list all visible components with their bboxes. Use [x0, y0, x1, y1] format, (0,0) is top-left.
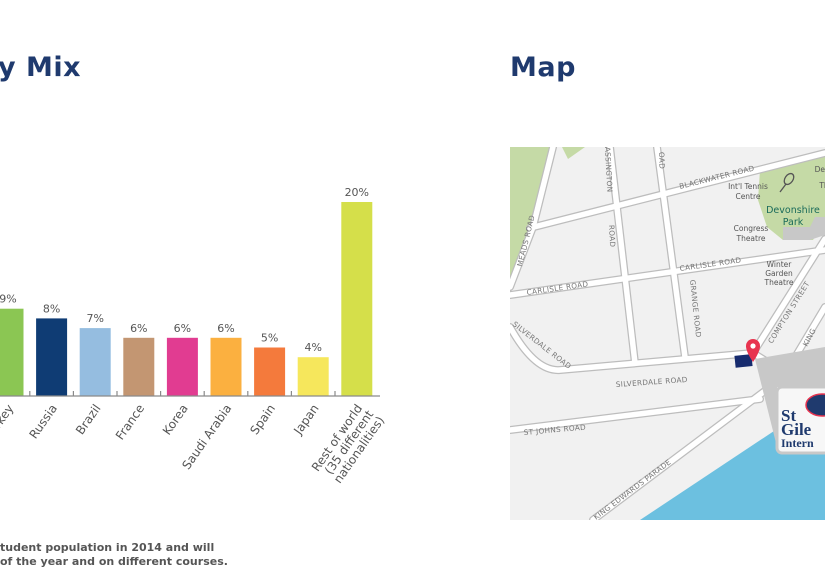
bar-value-label: 20%	[345, 186, 369, 199]
place-winter-1: Winter	[767, 260, 793, 269]
logo-line-1: St	[781, 406, 796, 425]
place-devonshire-park-2: Park	[783, 217, 804, 228]
bar-france	[123, 337, 155, 396]
bar-value-label: 7%	[86, 312, 103, 325]
road-label-top: OAD	[657, 152, 667, 170]
bar-value-label: 6%	[174, 322, 191, 335]
place-congress-2: Theatre	[735, 234, 765, 243]
roads	[510, 147, 825, 520]
section-title-map: Map	[510, 52, 576, 83]
place-devonshire-park-1: Devonshire	[766, 205, 820, 216]
park-green-top	[562, 147, 585, 159]
devonshire-park	[758, 153, 825, 240]
place-tennis-1: Int'l Tennis	[728, 182, 768, 191]
bar-korea	[166, 337, 198, 396]
bar-russia	[36, 318, 68, 396]
road-label-lassington-road: ROAD	[607, 225, 617, 248]
location-pin-icon[interactable]	[746, 339, 760, 362]
place-tennis-2: Centre	[735, 192, 760, 201]
tennis-racket-icon	[779, 172, 795, 193]
section-title-nationality-mix: y Mix	[0, 52, 82, 83]
callout-pointer	[755, 347, 825, 447]
bar-brazil	[79, 328, 111, 396]
logo-line-2: Gile	[781, 420, 812, 439]
road-label-lassington: ASSINGTON	[603, 147, 614, 193]
x-tick-label: Russia	[26, 402, 60, 442]
x-tick-label: Brazil	[73, 402, 104, 437]
bar-turkey	[0, 308, 24, 396]
bar-saudi	[210, 337, 242, 396]
bar-value-label: 6%	[130, 322, 147, 335]
bar-value-label: 8%	[43, 302, 60, 315]
x-tick-label: Turkey	[0, 402, 16, 443]
x-tick-label: Japan	[290, 402, 321, 438]
place-th-clipped: Th	[818, 181, 825, 190]
logo-line-3: Intern	[781, 436, 814, 450]
x-tick-label: Spain	[247, 402, 278, 437]
x-tick-label: France	[113, 402, 147, 443]
school-building	[734, 354, 753, 368]
bar-value-label: 5%	[261, 332, 278, 345]
place-winter-2: Garden	[765, 269, 793, 278]
st-giles-logo: St Gile Intern	[781, 406, 814, 450]
bar-value-label: 9%	[0, 293, 17, 306]
footnote-line-1: tudent population in 2014 and will	[0, 541, 215, 554]
x-tick-label: Korea	[160, 402, 191, 438]
place-dev-clipped: Dev	[815, 165, 825, 174]
place-congress-1: Congress	[734, 224, 769, 233]
bar-spain	[254, 347, 286, 396]
globe-icon	[805, 393, 825, 417]
footnote: tudent population in 2014 and will of th…	[0, 541, 228, 569]
bar-japan	[297, 357, 329, 396]
bar-value-label: 6%	[217, 322, 234, 335]
congress-theatre-building	[783, 217, 825, 240]
bar-value-label: 4%	[304, 341, 321, 354]
nationality-bar-chart: 9% 8% 7% 6% 6% 6% 5% 4% 20% Turkey Russia Brazil Fr…	[0, 186, 387, 486]
bar-rest	[341, 202, 373, 396]
footnote-line-2: of the year and on different courses.	[0, 555, 228, 568]
place-winter-3: Theatre	[763, 278, 793, 287]
location-map[interactable]: St Gile Intern BLACKWATER ROAD CARLISLE …	[510, 147, 825, 520]
